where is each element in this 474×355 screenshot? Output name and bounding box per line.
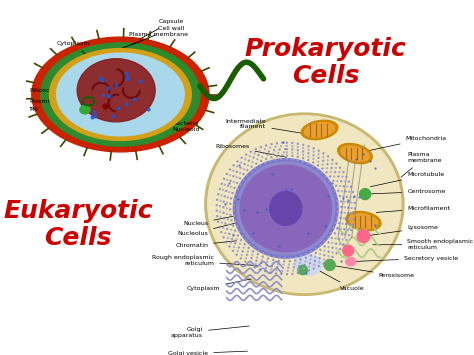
Text: Microfilament: Microfilament bbox=[376, 206, 450, 212]
Text: Peroxisome: Peroxisome bbox=[332, 266, 415, 278]
Ellipse shape bbox=[301, 120, 338, 140]
Text: Intermediate
filament: Intermediate filament bbox=[226, 119, 310, 135]
Text: Eukaryotic
Cells: Eukaryotic Cells bbox=[3, 198, 153, 250]
Ellipse shape bbox=[237, 162, 335, 255]
Ellipse shape bbox=[298, 266, 307, 275]
Text: Vacuole: Vacuole bbox=[311, 266, 365, 291]
Ellipse shape bbox=[304, 122, 335, 137]
Text: Pili: Pili bbox=[29, 107, 38, 112]
Text: Rough endoplasmic
reticulum: Rough endoplasmic reticulum bbox=[152, 255, 258, 266]
Ellipse shape bbox=[341, 146, 369, 161]
Text: Centrosome: Centrosome bbox=[368, 189, 446, 194]
Ellipse shape bbox=[208, 116, 401, 293]
Ellipse shape bbox=[346, 212, 381, 231]
Ellipse shape bbox=[247, 171, 325, 245]
Text: Bacteria
Nucleoid: Bacteria Nucleoid bbox=[141, 104, 200, 132]
Text: Cytoplasm: Cytoplasm bbox=[186, 279, 251, 291]
Ellipse shape bbox=[343, 245, 354, 256]
Ellipse shape bbox=[77, 59, 155, 122]
Ellipse shape bbox=[295, 255, 322, 275]
Text: Mitochondria: Mitochondria bbox=[358, 136, 447, 153]
Ellipse shape bbox=[349, 214, 378, 228]
Text: Smooth endoplasmic
reticulum: Smooth endoplasmic reticulum bbox=[373, 239, 474, 250]
Text: Chromatin: Chromatin bbox=[175, 241, 237, 248]
Ellipse shape bbox=[240, 344, 255, 355]
Ellipse shape bbox=[357, 230, 370, 242]
Ellipse shape bbox=[244, 168, 328, 248]
Text: Ribosomes: Ribosomes bbox=[29, 88, 84, 93]
Ellipse shape bbox=[272, 349, 283, 355]
Text: Microtubule: Microtubule bbox=[370, 172, 445, 187]
Text: Secretory vesicle: Secretory vesicle bbox=[354, 256, 458, 262]
Ellipse shape bbox=[80, 105, 90, 114]
Ellipse shape bbox=[56, 53, 184, 136]
Ellipse shape bbox=[337, 143, 372, 164]
Ellipse shape bbox=[324, 260, 335, 271]
Text: Nucleolus: Nucleolus bbox=[177, 213, 274, 236]
Ellipse shape bbox=[32, 37, 209, 152]
Text: Prokaryotic
Cells: Prokaryotic Cells bbox=[245, 37, 406, 88]
Text: Plasma membrane: Plasma membrane bbox=[119, 32, 188, 49]
Text: Plasma
membrane: Plasma membrane bbox=[401, 152, 442, 177]
Text: Capsule: Capsule bbox=[140, 20, 183, 39]
Text: Nucleus: Nucleus bbox=[183, 213, 249, 226]
Text: Golgi vesicle: Golgi vesicle bbox=[168, 351, 247, 355]
Text: Lysosome: Lysosome bbox=[366, 225, 438, 236]
Ellipse shape bbox=[49, 49, 191, 141]
Ellipse shape bbox=[41, 43, 200, 146]
Text: Cell wall: Cell wall bbox=[131, 26, 184, 45]
Ellipse shape bbox=[360, 189, 371, 200]
Ellipse shape bbox=[270, 192, 302, 225]
Ellipse shape bbox=[240, 165, 331, 252]
Text: Golgi
apparatus: Golgi apparatus bbox=[171, 326, 249, 338]
Ellipse shape bbox=[240, 165, 331, 252]
Ellipse shape bbox=[205, 113, 404, 295]
Text: Ribosomes: Ribosomes bbox=[215, 144, 286, 157]
Ellipse shape bbox=[346, 257, 356, 266]
Text: Plasmid: Plasmid bbox=[29, 99, 85, 104]
Text: Cytoplasm: Cytoplasm bbox=[57, 42, 93, 61]
Ellipse shape bbox=[234, 159, 338, 258]
